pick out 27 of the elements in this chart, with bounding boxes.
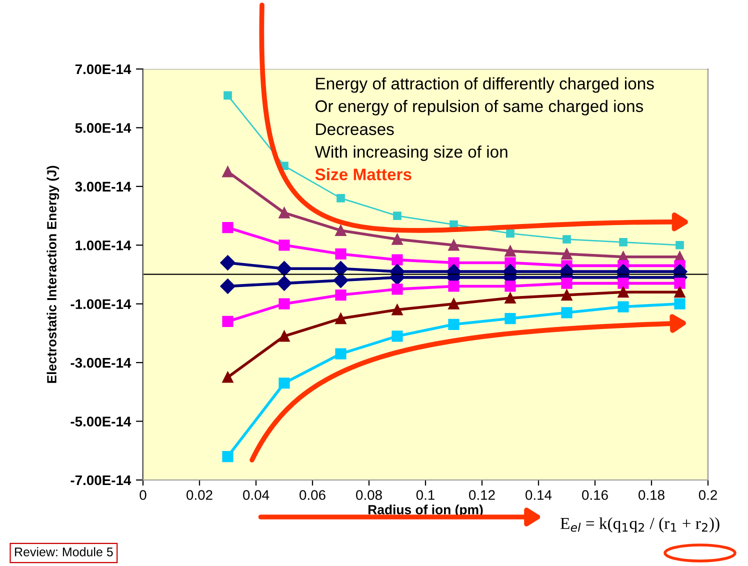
x-tick-label: 0.08 bbox=[356, 490, 382, 500]
x-tick-label: 0.18 bbox=[638, 490, 664, 500]
x-tick-label: 0.06 bbox=[300, 490, 326, 500]
y-tick-label: 3.00E-14 bbox=[75, 182, 132, 192]
annotation: Or energy of repulsion of same charged ions bbox=[316, 100, 644, 116]
x-tick-label: 0.2 bbox=[698, 490, 717, 500]
y-tick-label: 7.00E-14 bbox=[75, 64, 132, 74]
y-axis-title: Electrostatic Interaction Energy (J) bbox=[46, 166, 60, 383]
x-tick-label: 0.14 bbox=[526, 490, 552, 500]
y-tick-label: 1.00E-14 bbox=[76, 240, 132, 250]
annotation: Size Matters bbox=[315, 168, 412, 180]
y-tick-label: -5.00E-14 bbox=[70, 416, 132, 426]
y-tick-label: -7.00E-14 bbox=[70, 475, 132, 486]
x-tick-label: 0.12 bbox=[469, 490, 495, 500]
x-tick-label: 0.1 bbox=[416, 490, 434, 500]
x-tick-label: 0.04 bbox=[243, 490, 270, 500]
x-tick-label: 0.16 bbox=[582, 490, 608, 500]
y-tick-label: 5.00E-14 bbox=[75, 123, 132, 133]
annotation: Energy of attraction of differently charged ions bbox=[316, 77, 654, 93]
text: Review: Module 5 bbox=[15, 547, 113, 556]
x-tick-label: 0.02 bbox=[186, 490, 212, 500]
annotation: With increasing size of ion bbox=[314, 145, 508, 162]
x-tick-label: 0 bbox=[140, 490, 146, 500]
y-tick-label: -3.00E-14 bbox=[70, 358, 132, 368]
text: E$_{el}$ = k(q$_{1}$q$_{2}$ / (r$_{1}$ + r$_{2}$)) bbox=[560, 517, 720, 532]
y-tick-label: -1.00E-14 bbox=[70, 299, 132, 310]
annotation: Decreases bbox=[316, 123, 394, 136]
